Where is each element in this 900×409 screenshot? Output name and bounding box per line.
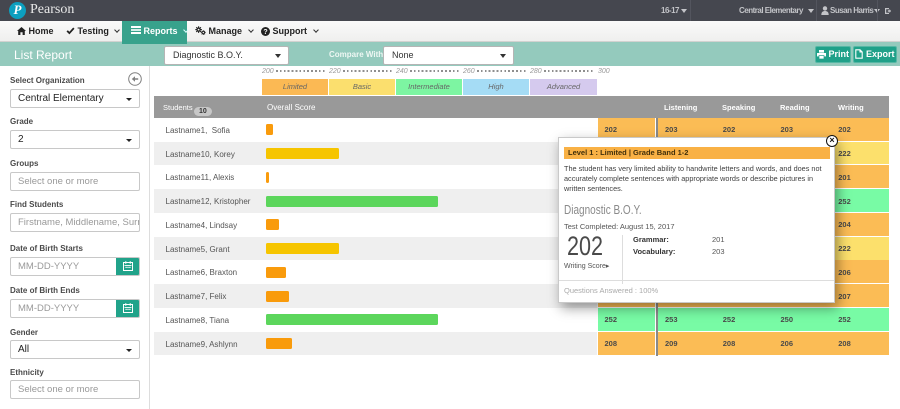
svg-text:?: ? — [263, 29, 267, 36]
